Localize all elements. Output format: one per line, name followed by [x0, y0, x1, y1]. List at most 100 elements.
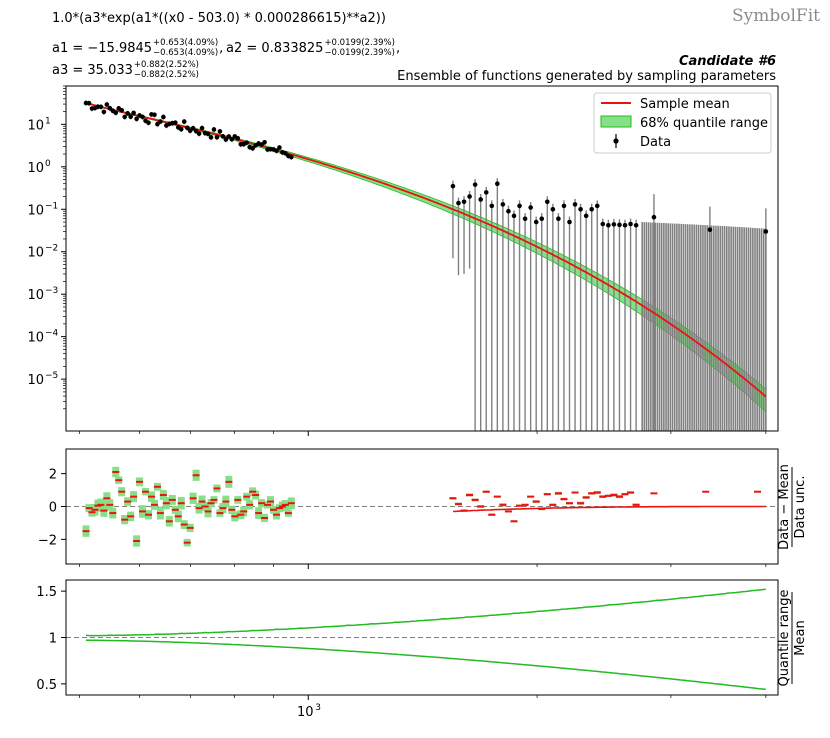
- data-point: [134, 116, 139, 122]
- data-point: [119, 108, 125, 113]
- data-point: [205, 131, 211, 137]
- data-point: [556, 216, 561, 221]
- chart-subtitle: Ensemble of functions generated by sampl…: [397, 69, 776, 84]
- data-point: [478, 197, 483, 202]
- trailing-error-bars: [641, 222, 767, 431]
- data-point: [589, 206, 595, 212]
- data-point: [456, 200, 461, 206]
- data-point: [533, 219, 539, 225]
- x-tick-label: 10: [297, 705, 314, 720]
- data-point: [539, 216, 545, 221]
- data-point: [104, 102, 110, 107]
- y-tick-label: 2: [49, 468, 57, 483]
- data-point: [140, 114, 145, 120]
- residual-mean-line: [453, 505, 766, 513]
- data-point: [131, 110, 136, 116]
- data-point: [98, 104, 104, 110]
- data-point: [472, 182, 478, 187]
- y-tick-label: 10: [27, 161, 44, 176]
- legend-data-marker: [613, 138, 619, 144]
- data-point: [208, 135, 214, 140]
- y-tick-label: 0.5: [36, 678, 57, 693]
- data-point: [101, 109, 107, 115]
- legend: Sample mean 68% quantile range Data: [593, 92, 772, 154]
- residual-ylabel-denominator: Data unc.: [793, 476, 808, 539]
- residual-ylabel-numerator: Data − Mean: [777, 464, 792, 550]
- data-point: [611, 222, 617, 227]
- data-point: [583, 213, 589, 219]
- data-point: [172, 120, 178, 125]
- param-a2-upper: +0.0199(2.39%): [324, 38, 395, 48]
- data-point: [122, 114, 127, 120]
- data-point: [517, 203, 522, 209]
- data-point: [528, 205, 533, 210]
- data-point: [244, 140, 249, 145]
- data-point: [262, 139, 267, 145]
- data-point: [450, 183, 456, 189]
- data-point: [229, 136, 235, 142]
- y-tick-label: 0: [49, 501, 57, 516]
- data-point: [578, 206, 583, 212]
- y-tick-exponent: −3: [45, 286, 58, 296]
- y-tick-exponent: −1: [45, 201, 58, 211]
- data-point: [511, 213, 517, 219]
- ratio-y-ticks: 0.5 1 1.5: [36, 585, 66, 693]
- data-point: [125, 111, 130, 116]
- data-point: [190, 125, 196, 131]
- y-tick-exponent: −2: [45, 244, 58, 254]
- data-point: [606, 222, 611, 228]
- data-point: [250, 146, 255, 151]
- y-tick-label: 1.5: [36, 585, 57, 600]
- data-point: [461, 199, 467, 205]
- ratio-upper-line: [85, 588, 766, 637]
- y-tick-exponent: 0: [45, 159, 51, 169]
- y-tick-label: 10: [27, 288, 44, 303]
- data-point: [495, 181, 500, 187]
- data-point: [235, 135, 241, 141]
- data-point: [146, 120, 151, 126]
- ratio-panel: 0.5 1 1.5 Quantile range Mean 10 3: [36, 579, 808, 720]
- y-tick-exponent: −4: [45, 329, 59, 339]
- param-a3-lower: −0.882(2.52%): [134, 70, 199, 80]
- data-point: [600, 221, 606, 227]
- legend-mean-label: Sample mean: [640, 97, 730, 112]
- ratio-ylabel: Quantile range Mean: [777, 590, 808, 687]
- sample-mean-line: [85, 102, 767, 398]
- data-point: [544, 199, 550, 205]
- ratio-ylabel-numerator: Quantile range: [777, 590, 792, 687]
- y-tick-label: −2: [38, 533, 57, 548]
- data-point: [196, 131, 202, 136]
- data-point: [483, 190, 489, 195]
- data-point: [567, 219, 572, 225]
- param-a2-sep: ,: [396, 41, 400, 56]
- data-point: [561, 203, 567, 209]
- param-a1: a1 = −15.9845: [52, 41, 152, 56]
- data-point: [500, 202, 506, 207]
- param-a3-upper: +0.882(2.52%): [134, 60, 199, 70]
- data-point: [651, 214, 657, 220]
- data-point: [289, 154, 294, 160]
- data-point: [707, 227, 713, 233]
- data-point: [199, 125, 205, 131]
- data-point: [113, 110, 119, 116]
- y-tick-label: 1: [49, 632, 57, 647]
- data-point: [211, 127, 217, 132]
- data-point: [550, 206, 556, 212]
- data-error-bars: [85, 100, 767, 431]
- param-a1-lower: −0.653(4.09%): [153, 48, 218, 58]
- y-tick-label: 10: [27, 246, 44, 261]
- data-point: [594, 203, 600, 209]
- y-tick-exponent: −5: [45, 371, 58, 381]
- data-point: [572, 202, 578, 207]
- data-point: [226, 134, 232, 139]
- data-point: [467, 194, 472, 199]
- data-point: [152, 112, 157, 118]
- main-x-ticks: [79, 431, 767, 436]
- data-point: [223, 137, 229, 142]
- fit-parameters: a1 = −15.9845 +0.653(4.09%)−0.653(4.09%),…: [52, 38, 400, 80]
- data-points: [83, 100, 769, 234]
- data-point: [181, 119, 187, 124]
- y-tick-label: 10: [27, 118, 44, 133]
- candidate-title: Candidate #6: [679, 54, 776, 69]
- y-tick-label: 10: [27, 331, 44, 346]
